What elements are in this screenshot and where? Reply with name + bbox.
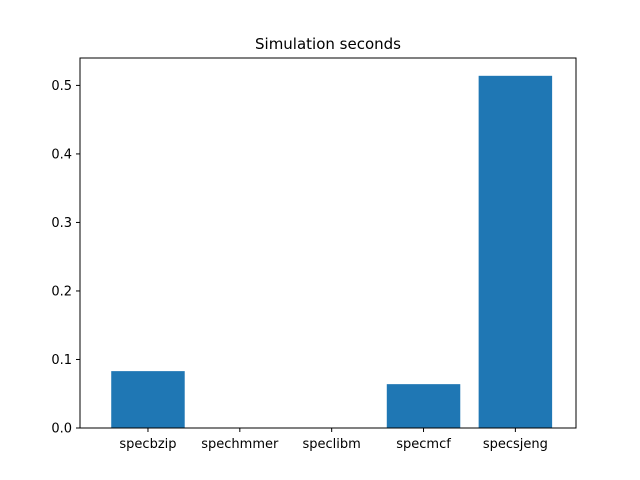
x-tick-label: specsjeng [483,437,548,452]
x-tick-label: specmcf [396,437,451,452]
chart-title: Simulation seconds [255,35,401,53]
bar-specmcf [386,384,461,428]
y-tick-label: 0.2 [51,284,72,299]
x-tick-label: specbzip [119,437,176,452]
bars-group [111,75,553,428]
y-tick-label: 0.4 [51,147,72,162]
bar-specsjeng [478,75,553,428]
x-axis: specbzip spechmmer speclibm specmcf specsjen… [119,428,548,452]
y-tick-label: 0.1 [51,353,72,368]
plot-frame [79,57,577,429]
y-tick-label: 0.5 [51,79,72,94]
x-tick-label: spechmmer [201,437,279,452]
y-axis: 0.0 0.1 0.2 0.3 0.4 0.5 [51,79,80,437]
y-tick-label: 0.3 [51,216,72,231]
y-tick-label: 0.0 [51,422,72,437]
bar-specbzip [111,371,185,428]
x-tick-label: speclibm [303,437,361,452]
